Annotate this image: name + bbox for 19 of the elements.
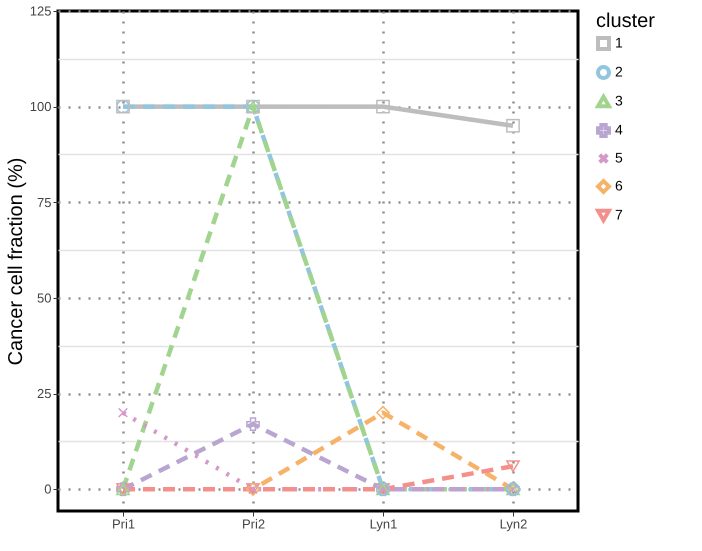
legend-label: 3 [615,92,623,108]
y-axis-title: Cancer cell fraction (%) [4,158,27,366]
x-tick-label: Lyn1 [370,516,398,532]
legend-label: 7 [615,206,623,222]
x-tick-label: Lyn2 [500,516,528,532]
y-tick-label: 100 [30,99,52,114]
y-tick-label: 25 [37,386,52,402]
legend-label: 2 [615,64,623,80]
x-tick-label: Pri1 [112,516,136,532]
y-tick-label: 75 [37,194,52,210]
legend-label: 5 [615,150,623,166]
y-tick-label: 50 [37,290,52,306]
legend-label: 1 [615,34,623,50]
y-tick-label: 0 [44,482,52,497]
legend-label: 4 [615,122,623,138]
legend-title: cluster [596,10,656,32]
legend-label: 6 [615,178,623,194]
y-tick-label: 125 [30,4,52,18]
x-tick-label: Pri2 [242,516,266,532]
